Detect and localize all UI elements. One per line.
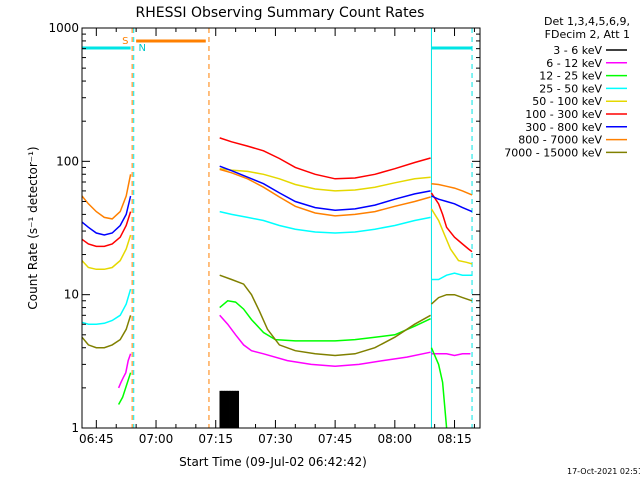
series-7-segment-0 [81, 174, 132, 220]
x-tick-label-6: 08:15 [437, 432, 472, 446]
plot-frame [81, 27, 481, 429]
series-3-segment-0 [81, 288, 132, 325]
series-7000-15000keV [81, 274, 473, 357]
x-tick-label-1: 07:00 [139, 432, 174, 446]
legend-label-4: 50 - 100 keV [532, 95, 602, 108]
series-100-300keV [81, 137, 473, 253]
legend-label-5: 100 - 300 keV [525, 108, 602, 121]
x-axis-label: Start Time (09-Jul-02 06:42:42) [179, 455, 367, 469]
x-tick-label-2: 07:15 [198, 432, 233, 446]
legend: Det 1,3,4,5,6,9, FDecim 2, Att 1 3 - 6 k… [504, 15, 630, 159]
series-3-segment-1 [219, 210, 431, 234]
series-800-7000keV [81, 168, 473, 220]
series-2-segment-0 [117, 372, 132, 405]
y-axis-label: Count Rate (s⁻¹ detector⁻¹) [26, 146, 40, 309]
legend-header-line-1: Det 1,3,4,5,6,9, [544, 15, 630, 28]
series-4-segment-2 [430, 208, 473, 265]
series-1-segment-2 [431, 353, 471, 357]
series-12-25keV [117, 300, 448, 429]
legend-label-6: 300 - 800 keV [525, 121, 602, 134]
series-5-segment-1 [219, 137, 431, 180]
series-1-segment-0 [117, 353, 132, 389]
series-6-12keV [117, 314, 471, 389]
x-tick-label-5: 08:00 [378, 432, 413, 446]
series-1-segment-1 [219, 314, 431, 368]
series-2-segment-2 [430, 347, 448, 429]
series-2-segment-1 [219, 300, 431, 342]
x-tick-label-0: 06:45 [79, 432, 114, 446]
legend-header-line-2: FDecim 2, Att 1 [545, 28, 630, 41]
chart-title: RHESSI Observing Summary Count Rates [136, 5, 425, 21]
series-25-50keV [81, 210, 472, 325]
x-tick-label-3: 07:30 [258, 432, 293, 446]
series-8-segment-0 [81, 315, 132, 349]
legend-label-0: 3 - 6 keV [553, 44, 602, 57]
series-300-800keV [81, 165, 473, 236]
series-5-segment-2 [430, 192, 473, 253]
legend-label-1: 6 - 12 keV [546, 57, 602, 70]
axes: 06:45 07:00 07:15 07:30 07:45 08:00 08:15 1 10 10… [48, 21, 481, 446]
series-5-segment-0 [81, 211, 132, 248]
series-3-6keV [219, 390, 240, 428]
y-tick-label-3: 1000 [48, 21, 79, 35]
legend-label-2: 12 - 25 keV [539, 70, 602, 83]
timestamp: 17-Oct-2021 02:51 [567, 467, 640, 476]
series-6-segment-2 [431, 195, 473, 213]
series-4-segment-0 [81, 234, 132, 271]
legend-label-3: 25 - 50 keV [539, 82, 602, 95]
series-8-segment-1 [219, 274, 431, 357]
series-4-segment-1 [219, 167, 431, 192]
series-3-segment-2 [431, 272, 472, 281]
series-layer [81, 137, 473, 429]
saa-label: S [122, 36, 128, 47]
legend-label-8: 7000 - 15000 keV [504, 146, 602, 159]
series-7-segment-1 [219, 168, 431, 217]
y-tick-label-0: 1 [71, 421, 79, 435]
y-tick-label-1: 10 [64, 288, 79, 302]
legend-label-7: 800 - 7000 keV [518, 134, 602, 147]
series-6-segment-1 [219, 165, 431, 211]
x-tick-label-4: 07:45 [318, 432, 353, 446]
series-8-segment-2 [430, 293, 473, 305]
night-label: N [139, 43, 146, 54]
series-50-100keV [81, 167, 473, 271]
y-tick-label-2: 100 [56, 154, 79, 168]
series-7-segment-2 [431, 182, 473, 196]
series-6-segment-0 [81, 195, 132, 236]
